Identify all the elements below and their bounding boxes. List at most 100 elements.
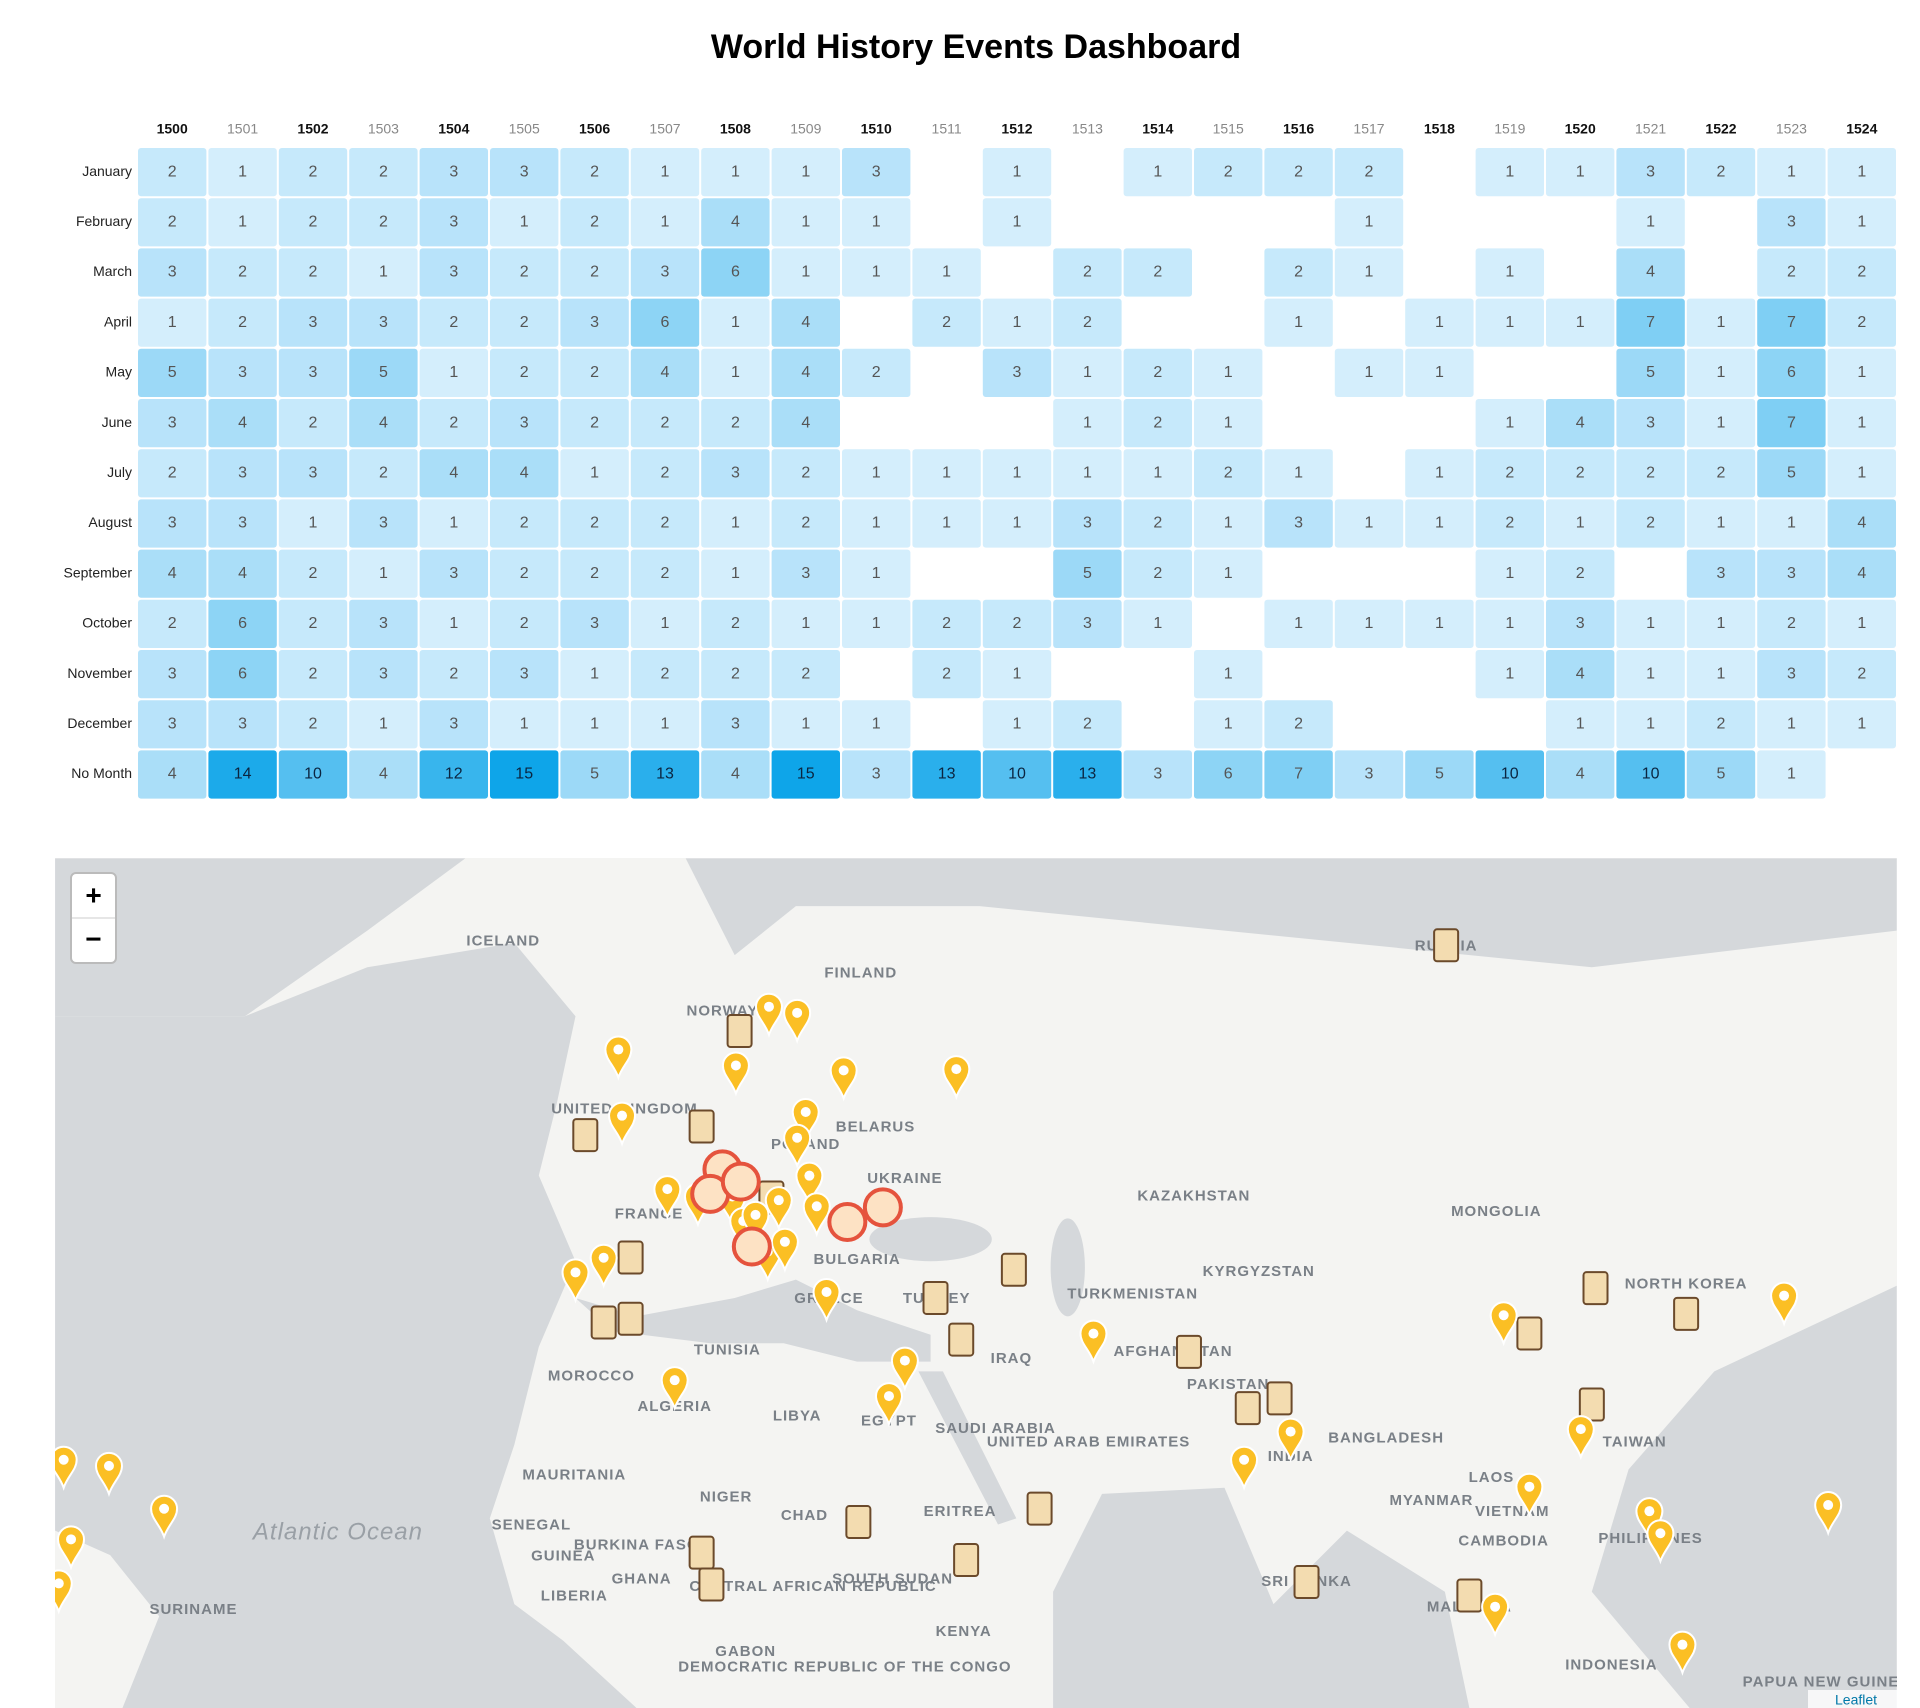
cell-value: 1 xyxy=(872,515,881,532)
pin-marker xyxy=(94,1451,123,1498)
cell-value: 3 xyxy=(1717,565,1726,582)
heat-cell xyxy=(1123,348,1192,397)
zoom-in[interactable]: + xyxy=(85,879,101,910)
country-label: KENYA xyxy=(936,1623,992,1640)
cell-value: 3 xyxy=(309,465,318,482)
scroll-marker xyxy=(948,1322,975,1357)
heat-cell xyxy=(1546,700,1615,749)
cell-value: 3 xyxy=(449,264,458,281)
cell-value: 2 xyxy=(661,565,670,582)
water xyxy=(55,942,637,1708)
heat-cell xyxy=(1686,348,1756,397)
cell-value: 1 xyxy=(1505,414,1514,431)
heat-cell xyxy=(1546,599,1615,648)
zoom-out[interactable]: − xyxy=(85,923,101,954)
scroll-marker xyxy=(688,1535,715,1570)
month-label: October xyxy=(82,615,132,631)
heat-cell xyxy=(701,700,770,749)
cell-value: 1 xyxy=(1857,364,1866,381)
heat-cell xyxy=(138,348,207,397)
cell-value: 4 xyxy=(1857,565,1866,582)
cell-value: 1 xyxy=(1505,565,1514,582)
heat-cell xyxy=(208,650,277,699)
pin-dot xyxy=(570,1267,581,1278)
cell-value: 1 xyxy=(1646,615,1655,632)
pin-dot xyxy=(1677,1639,1688,1650)
heat-cell xyxy=(1264,449,1333,498)
heat-cell xyxy=(1053,449,1122,498)
scroll-marker xyxy=(617,1301,644,1336)
cell-value: 2 xyxy=(309,716,318,733)
cell-value: 1 xyxy=(1365,515,1374,532)
heat-cell xyxy=(630,549,700,598)
heat-cell xyxy=(349,599,418,648)
heat-cell xyxy=(1616,750,1685,799)
heat-cell xyxy=(1757,449,1826,498)
country-label: PAKISTAN xyxy=(1187,1376,1269,1393)
cell-value: 2 xyxy=(168,465,177,482)
cell-value: 2 xyxy=(1224,163,1233,180)
month-label: December xyxy=(67,715,132,731)
heat-cell xyxy=(630,499,700,548)
skull-marker xyxy=(720,1161,761,1202)
scroll-marker xyxy=(922,1280,949,1315)
heat-cell xyxy=(208,198,277,247)
cell-value: 1 xyxy=(1013,214,1022,231)
country-label: IRAQ xyxy=(991,1350,1033,1367)
cell-value: 1 xyxy=(590,716,599,733)
cell-value: 1 xyxy=(731,314,740,331)
cell-value: 1 xyxy=(379,716,388,733)
heat-cell xyxy=(490,700,559,749)
country-label: UNITED ARAB EMIRATES xyxy=(987,1433,1190,1450)
cell-value: 1 xyxy=(1224,515,1233,532)
heat-cell xyxy=(771,248,840,297)
month-label: February xyxy=(76,213,132,229)
cell-value: 1 xyxy=(872,565,881,582)
pin-dot xyxy=(951,1064,962,1075)
water xyxy=(1053,1487,1470,1708)
country-label: BURKINA FASO xyxy=(574,1536,700,1553)
heat-cell xyxy=(419,750,488,799)
scroll-marker xyxy=(1456,1578,1483,1613)
cell-value: 4 xyxy=(1646,264,1655,281)
pin-dot xyxy=(617,1110,628,1121)
scroll-marker xyxy=(1578,1387,1605,1422)
heat-cell xyxy=(1827,700,1896,749)
country-label: SENEGAL xyxy=(492,1517,572,1534)
heat-cell xyxy=(490,499,559,548)
pin-marker xyxy=(802,1192,831,1238)
heat-cell xyxy=(138,148,207,197)
heat-cell xyxy=(490,298,559,347)
pin-marker xyxy=(874,1382,903,1428)
scroll-marker xyxy=(1266,1381,1293,1416)
cell-value: 1 xyxy=(1013,665,1022,682)
heat-cell xyxy=(982,650,1052,699)
heat-cell xyxy=(701,549,770,598)
cell-value: 2 xyxy=(1013,615,1022,632)
heat-cell xyxy=(1827,399,1896,448)
cell-value: 14 xyxy=(234,766,252,783)
cell-value: 1 xyxy=(1857,214,1866,231)
heat-cell xyxy=(490,750,559,799)
attribution[interactable]: Leaflet xyxy=(1835,1692,1877,1708)
heat-cell xyxy=(1334,198,1404,247)
heat-cell xyxy=(278,700,348,749)
heat-cell xyxy=(1546,399,1615,448)
country-label: BELARUS xyxy=(836,1119,916,1136)
pin-dot xyxy=(1644,1506,1655,1517)
cell-value: 2 xyxy=(168,163,177,180)
cell-value: 3 xyxy=(520,163,529,180)
pin-marker xyxy=(770,1227,799,1273)
scroll-marker xyxy=(590,1305,617,1340)
heat-cell xyxy=(349,499,418,548)
cell-value: 4 xyxy=(801,414,810,431)
pin-dot xyxy=(55,1578,64,1589)
heat-cell xyxy=(912,449,981,498)
cell-value: 4 xyxy=(731,214,740,231)
heat-cell xyxy=(560,650,629,699)
heat-cell xyxy=(1686,700,1756,749)
heat-cell xyxy=(138,298,207,347)
cell-value: 1 xyxy=(1294,465,1303,482)
cell-value: 3 xyxy=(379,615,388,632)
cell-value: 1 xyxy=(1013,716,1022,733)
